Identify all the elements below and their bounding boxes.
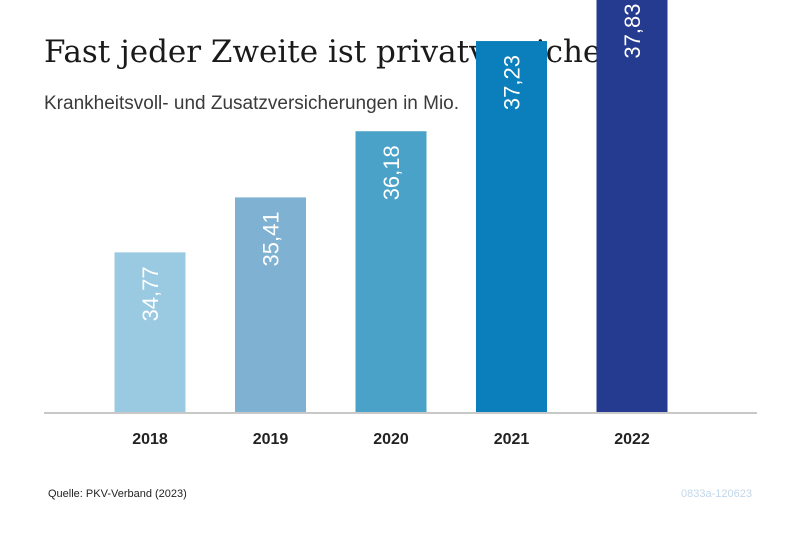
bar-value-label: 37,83 [620,4,645,59]
x-tick-label: 2018 [132,431,168,448]
bars-layer [114,0,668,414]
bar-2019 [235,197,306,413]
chart-subtitle: Krankheitsvoll- und Zusatzversicherungen… [44,93,460,114]
bar-value-label: 36,18 [379,145,404,200]
bar-value-label: 37,23 [500,55,525,110]
bar-2020 [355,131,427,414]
bar-value-label: 35,41 [259,211,284,266]
x-tick-label: 2020 [373,431,409,448]
bar-2021 [476,41,547,413]
bar-2022 [596,0,668,413]
x-tick-label: 2021 [494,431,530,448]
labels-layer: 34,77 2018 35,41 2019 36,18 2020 37,23 2021 37,8… [132,4,650,448]
x-tick-label: 2019 [253,431,289,448]
bar-2018 [114,252,186,413]
source-note: Quelle: PKV-Verband (2023) [48,488,187,500]
x-tick-label: 2022 [614,431,650,448]
bar-value-label: 34,77 [138,266,163,321]
graphic-code: 0833a-120623 [681,488,752,500]
